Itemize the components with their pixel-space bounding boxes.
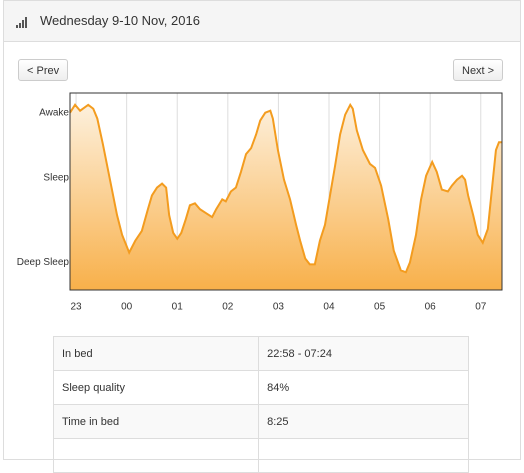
prev-button[interactable]: < Prev bbox=[18, 59, 69, 81]
y-tick-label: Deep Sleep bbox=[17, 257, 70, 268]
header: Wednesday 9-10 Nov, 2016 bbox=[4, 1, 520, 42]
value-cell: 8:25 bbox=[258, 404, 469, 439]
x-tick-label: 03 bbox=[273, 302, 285, 313]
y-tick-label: Sleep bbox=[43, 172, 69, 183]
x-tick-label: 02 bbox=[222, 302, 234, 313]
panel: Wednesday 9-10 Nov, 2016 bbox=[3, 0, 521, 460]
next-button[interactable]: Next > bbox=[453, 59, 504, 81]
table-row bbox=[52, 438, 469, 473]
page: Wednesday 9-10 Nov, 2016 < Prev Next > 2… bbox=[3, 0, 521, 473]
x-tick-label: 00 bbox=[121, 302, 133, 313]
header-title: Wednesday 9-10 Nov, 2016 bbox=[40, 13, 200, 28]
y-tick-label: Awake bbox=[39, 107, 69, 118]
table-row: Sleep quality 84% bbox=[52, 370, 469, 405]
x-tick-label: 07 bbox=[475, 302, 487, 313]
label-cell: Sleep quality bbox=[52, 370, 260, 405]
table-row: Time in bed 8:25 bbox=[52, 404, 469, 439]
x-tick-label: 06 bbox=[425, 302, 437, 313]
x-tick-label: 05 bbox=[374, 302, 386, 313]
label-cell: Time in bed bbox=[52, 404, 260, 439]
value-cell: 22:58 - 07:24 bbox=[258, 336, 469, 371]
chart: 23 00 01 02 03 04 05 06 07 Awake Sleep Deep Sleep bbox=[17, 92, 503, 313]
sleep-area bbox=[70, 104, 502, 290]
x-tick-label: 01 bbox=[172, 302, 184, 313]
empty-cell bbox=[52, 438, 260, 473]
x-tick-label: 23 bbox=[71, 302, 83, 313]
label-cell: In bed bbox=[52, 336, 260, 371]
value-cell: 84% bbox=[258, 370, 469, 405]
sleep-line bbox=[69, 102, 502, 274]
summary-table: In bed 22:58 - 07:24 Sleep quality 84% Time … bbox=[52, 336, 469, 473]
table-row: In bed 22:58 - 07:24 bbox=[52, 336, 469, 371]
x-tick-label: 04 bbox=[323, 302, 335, 313]
empty-cell bbox=[258, 438, 469, 473]
plot-border bbox=[69, 92, 503, 291]
signal-icon bbox=[16, 17, 27, 28]
